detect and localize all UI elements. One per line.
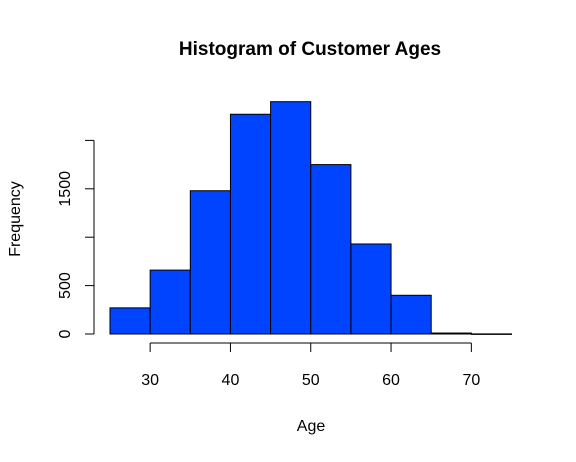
y-tick-label: 500 — [57, 272, 74, 299]
histogram-bar — [109, 307, 151, 335]
chart-title: Histogram of Customer Ages — [179, 39, 441, 60]
histogram-bar — [310, 164, 352, 335]
x-axis-label: Age — [297, 418, 326, 435]
y-axis: 0 500 1500 — [57, 139, 95, 338]
x-axis: 30 40 50 60 70 — [141, 342, 480, 389]
bars-group — [109, 101, 513, 335]
x-tick-label: 60 — [382, 372, 400, 389]
x-tick-label: 50 — [302, 372, 320, 389]
histogram-bar — [149, 269, 191, 335]
y-tick-label: 0 — [57, 329, 74, 338]
y-axis-label: Frequency — [7, 181, 24, 257]
x-tick-label: 70 — [462, 372, 480, 389]
histogram-bar — [390, 294, 432, 335]
histogram-bar — [470, 333, 513, 335]
histogram-bar — [350, 243, 392, 335]
histogram-bar — [189, 190, 231, 335]
x-tick-label: 30 — [141, 372, 159, 389]
y-tick-label: 1500 — [57, 171, 74, 207]
histogram-bar — [229, 113, 272, 335]
histogram-bar — [430, 332, 472, 335]
x-tick-label: 40 — [222, 372, 240, 389]
histogram-bar — [270, 101, 312, 335]
